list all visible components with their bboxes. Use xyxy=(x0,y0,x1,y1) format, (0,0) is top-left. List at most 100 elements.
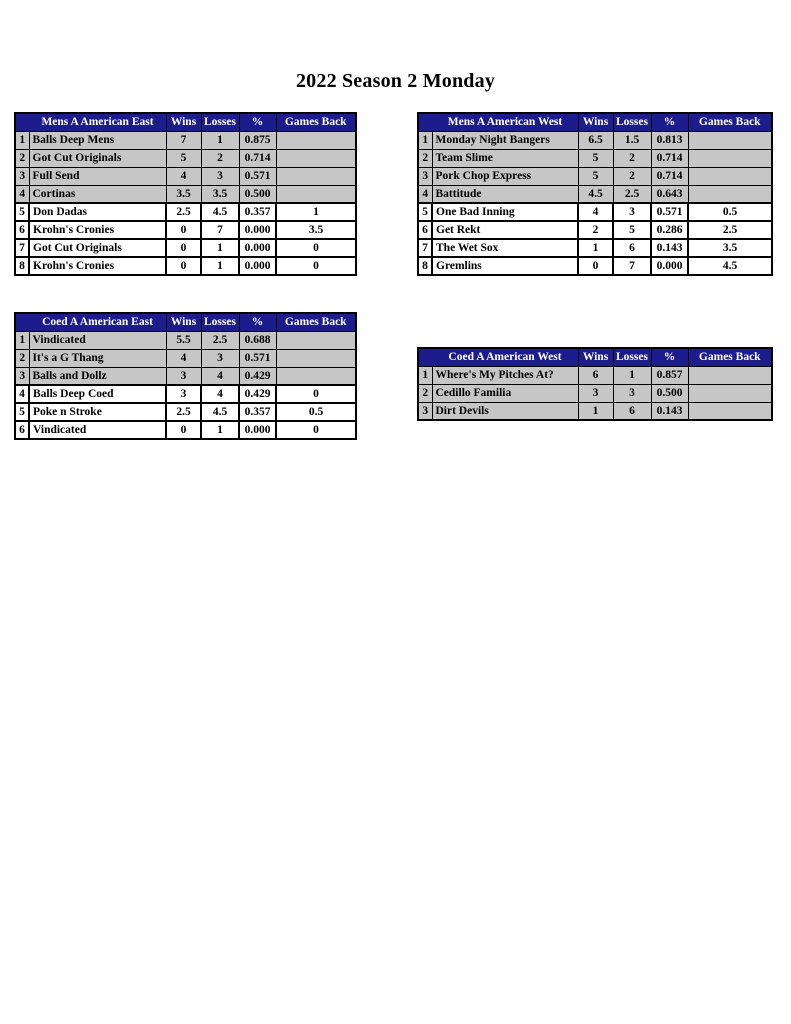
pct-cell: 0.875 xyxy=(238,130,277,150)
pct-cell: 0.357 xyxy=(238,202,277,222)
games-back-cell: 2.5 xyxy=(687,220,773,240)
rank-cell: 3 xyxy=(14,166,30,186)
wins-cell: 1 xyxy=(577,401,614,421)
rank-cell: 5 xyxy=(14,202,30,222)
games-back-cell xyxy=(687,383,773,403)
pct-cell: 0.571 xyxy=(650,202,689,222)
losses-header: Losses xyxy=(612,347,652,367)
rank-cell: 4 xyxy=(417,184,433,204)
division-header: Coed A American East xyxy=(28,312,167,332)
standings-table-mens-a-american-east: Mens A American East Wins Losses % Games… xyxy=(14,112,357,276)
table-body: 1 Where's My Pitches At? 6 1 0.857 2 Cedillo F… xyxy=(417,365,773,421)
page-title: 2022 Season 2 Monday xyxy=(295,70,496,92)
losses-cell: 3 xyxy=(612,383,652,403)
rank-header xyxy=(14,312,30,332)
pct-cell: 0.571 xyxy=(238,166,277,186)
team-cell: The Wet Sox xyxy=(431,238,579,258)
wins-cell: 3 xyxy=(165,384,202,404)
table-row: 4 Battitude 4.5 2.5 0.643 xyxy=(417,184,773,204)
losses-cell: 7 xyxy=(200,220,240,240)
table-row: 6 Get Rekt 2 5 0.286 2.5 xyxy=(417,220,773,240)
games-back-cell xyxy=(275,184,357,204)
team-cell: Cortinas xyxy=(28,184,167,204)
rank-cell: 3 xyxy=(14,366,30,386)
wins-cell: 6 xyxy=(577,365,614,385)
wins-header: Wins xyxy=(165,112,202,132)
games-back-header: Games Back xyxy=(275,312,357,332)
wins-cell: 0 xyxy=(577,256,614,276)
standings-table-mens-a-american-west: Mens A American West Wins Losses % Games… xyxy=(417,112,773,276)
losses-header: Losses xyxy=(200,112,240,132)
pct-cell: 0.714 xyxy=(650,166,689,186)
table-row: 6 Krohn's Cronies 0 7 0.000 3.5 xyxy=(14,220,357,240)
team-cell: Get Rekt xyxy=(431,220,579,240)
team-cell: Gremlins xyxy=(431,256,579,276)
wins-cell: 3.5 xyxy=(165,184,202,204)
wins-cell: 0 xyxy=(165,420,202,440)
games-back-cell: 3.5 xyxy=(687,238,773,258)
table-body: 1 Vindicated 5.5 2.5 0.688 2 It's a G Thang 4 3 0… xyxy=(14,330,357,440)
losses-cell: 4 xyxy=(200,366,240,386)
wins-cell: 4 xyxy=(165,166,202,186)
team-cell: Battitude xyxy=(431,184,579,204)
table-row: 1 Where's My Pitches At? 6 1 0.857 xyxy=(417,365,773,385)
wins-cell: 7 xyxy=(165,130,202,150)
losses-cell: 3 xyxy=(200,166,240,186)
wins-cell: 5.5 xyxy=(165,330,202,350)
pct-header: % xyxy=(238,312,277,332)
rank-cell: 1 xyxy=(14,330,30,350)
pct-cell: 0.000 xyxy=(238,220,277,240)
pct-cell: 0.000 xyxy=(238,420,277,440)
rank-cell: 3 xyxy=(417,166,433,186)
games-back-cell xyxy=(275,348,357,368)
rank-header xyxy=(14,112,30,132)
games-back-cell xyxy=(687,130,773,150)
table-body: 1 Balls Deep Mens 7 1 0.875 2 Got Cut Original… xyxy=(14,130,357,276)
division-header: Mens A American West xyxy=(431,112,579,132)
table-row: 2 Team Slime 5 2 0.714 xyxy=(417,148,773,168)
header-row: Coed A American West Wins Losses % Games… xyxy=(417,347,773,367)
table-row: 1 Vindicated 5.5 2.5 0.688 xyxy=(14,330,357,350)
losses-cell: 6 xyxy=(612,401,652,421)
rank-cell: 3 xyxy=(417,401,433,421)
games-back-cell xyxy=(687,401,773,421)
games-back-cell: 0 xyxy=(275,238,357,258)
losses-cell: 1 xyxy=(200,238,240,258)
wins-cell: 5 xyxy=(165,148,202,168)
losses-cell: 7 xyxy=(612,256,652,276)
team-cell: Krohn's Cronies xyxy=(28,256,167,276)
wins-cell: 6.5 xyxy=(577,130,614,150)
losses-cell: 1 xyxy=(612,365,652,385)
games-back-cell xyxy=(275,366,357,386)
pct-cell: 0.000 xyxy=(238,256,277,276)
games-back-cell: 0 xyxy=(275,256,357,276)
table-row: 8 Krohn's Cronies 0 1 0.000 0 xyxy=(14,256,357,276)
wins-cell: 5 xyxy=(577,166,614,186)
table-row: 7 The Wet Sox 1 6 0.143 3.5 xyxy=(417,238,773,258)
losses-cell: 3.5 xyxy=(200,184,240,204)
games-back-cell xyxy=(687,166,773,186)
rank-header xyxy=(417,112,433,132)
losses-cell: 4 xyxy=(200,384,240,404)
pct-cell: 0.429 xyxy=(238,366,277,386)
team-cell: Dirt Devils xyxy=(431,401,579,421)
games-back-cell: 4.5 xyxy=(687,256,773,276)
table-row: 3 Dirt Devils 1 6 0.143 xyxy=(417,401,773,421)
rank-cell: 1 xyxy=(417,130,433,150)
pct-cell: 0.000 xyxy=(238,238,277,258)
wins-cell: 0 xyxy=(165,220,202,240)
table-row: 3 Full Send 4 3 0.571 xyxy=(14,166,357,186)
rank-cell: 8 xyxy=(14,256,30,276)
team-cell: Vindicated xyxy=(28,420,167,440)
games-back-cell xyxy=(687,365,773,385)
table-row: 3 Pork Chop Express 5 2 0.714 xyxy=(417,166,773,186)
pct-cell: 0.000 xyxy=(650,256,689,276)
team-cell: Monday Night Bangers xyxy=(431,130,579,150)
games-back-cell xyxy=(687,184,773,204)
table-row: 2 It's a G Thang 4 3 0.571 xyxy=(14,348,357,368)
wins-cell: 0 xyxy=(165,238,202,258)
team-cell: Cedillo Familia xyxy=(431,383,579,403)
wins-header: Wins xyxy=(577,347,614,367)
pct-cell: 0.429 xyxy=(238,384,277,404)
